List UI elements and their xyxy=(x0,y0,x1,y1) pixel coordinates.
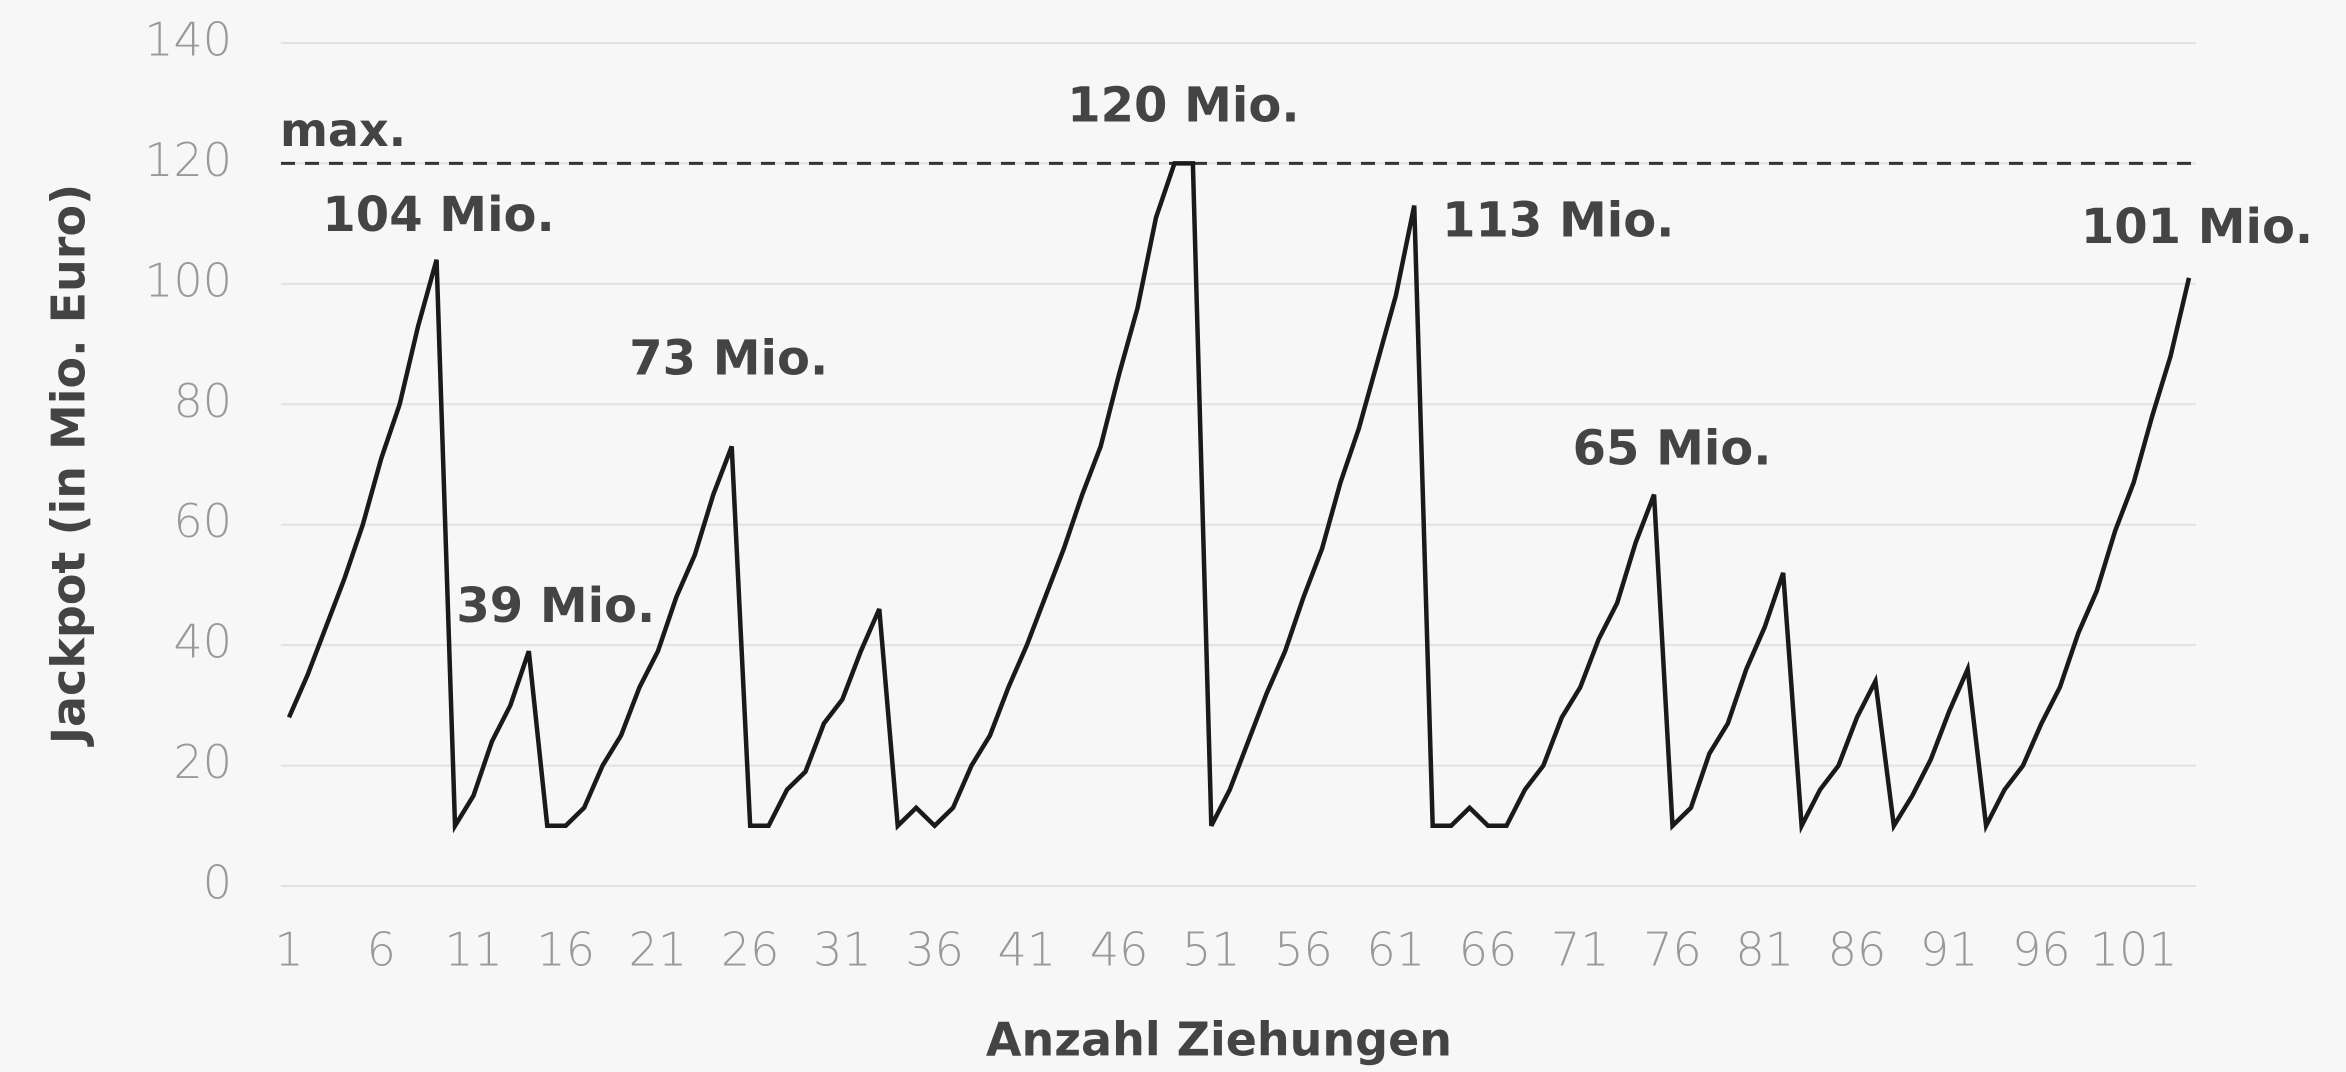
x-tick-label: 81 xyxy=(1735,923,1794,977)
x-tick-label: 41 xyxy=(998,923,1057,977)
annotation: 39 Mio. xyxy=(456,578,655,634)
annotation: 73 Mio. xyxy=(629,330,828,386)
x-axis-title: Anzahl Ziehungen xyxy=(986,1013,1452,1067)
x-tick-label: 1 xyxy=(274,923,303,977)
max-label: max. xyxy=(280,103,406,157)
y-tick-label: 80 xyxy=(173,374,232,428)
x-tick-label: 31 xyxy=(813,923,872,977)
annotation: 120 Mio. xyxy=(1067,77,1299,133)
y-tick-label: 0 xyxy=(203,856,232,910)
annotation: 104 Mio. xyxy=(322,187,554,243)
y-tick-label: 20 xyxy=(173,735,232,789)
y-tick-label: 120 xyxy=(144,133,232,187)
x-tick-label: 21 xyxy=(629,923,688,977)
x-tick-label: 101 xyxy=(2090,923,2178,977)
annotation: 65 Mio. xyxy=(1573,421,1772,477)
x-tick-label: 71 xyxy=(1551,923,1610,977)
y-tick-label: 100 xyxy=(144,253,232,307)
y-tick-label: 40 xyxy=(173,615,232,669)
x-tick-label: 11 xyxy=(444,923,503,977)
y-tick-label: 140 xyxy=(144,13,232,67)
line xyxy=(286,161,2192,834)
x-tick-label: 6 xyxy=(367,923,396,977)
x-tick-label: 36 xyxy=(905,923,964,977)
x-tick-label: 26 xyxy=(721,923,780,977)
x-tick-label: 66 xyxy=(1459,923,1518,977)
x-tick-label: 56 xyxy=(1274,923,1333,977)
x-tick-label: 16 xyxy=(536,923,595,977)
x-tick-label: 61 xyxy=(1367,923,1426,977)
annotation: 113 Mio. xyxy=(1442,193,1674,249)
x-tick-label: 86 xyxy=(1828,923,1887,977)
annotation: 101 Mio. xyxy=(2081,199,2313,255)
x-tick-label: 76 xyxy=(1643,923,1702,977)
y-tick-label: 60 xyxy=(173,494,232,548)
x-tick-label: 51 xyxy=(1182,923,1241,977)
x-tick-label: 96 xyxy=(2012,923,2071,977)
x-tick-label: 91 xyxy=(1920,923,1979,977)
y-axis-title: Jackpot (in Mio. Euro) xyxy=(42,184,96,747)
x-tick-label: 46 xyxy=(1090,923,1149,977)
